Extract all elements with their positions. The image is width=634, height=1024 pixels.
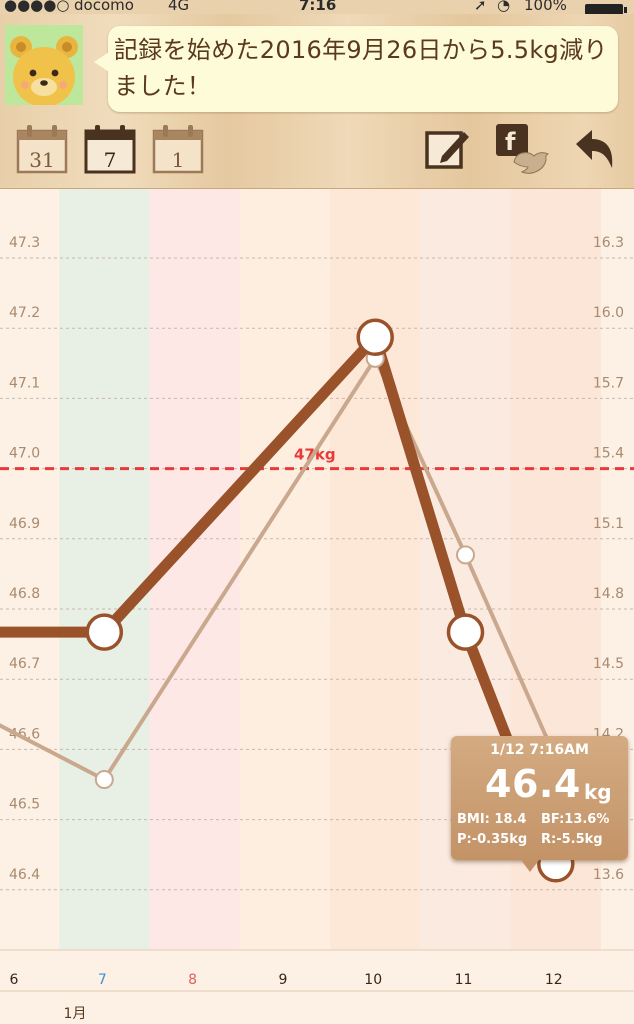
y-tick-right: 15.1 [593, 516, 624, 532]
battery-icon [584, 1, 628, 14]
y-tick-left: 47.2 [9, 305, 40, 321]
week-view-button[interactable]: 7 [84, 124, 136, 174]
tooltip-unit: kg [584, 780, 612, 804]
back-arrow-icon [576, 130, 613, 168]
week-view-label: 7 [103, 148, 117, 172]
day-column-band [0, 189, 60, 950]
tooltip-weight: 46.4 [485, 762, 581, 806]
y-tick-right: 14.5 [593, 656, 624, 672]
battery-percent: 100% [524, 0, 567, 14]
alarm-icon: ◔ [497, 0, 511, 14]
calendar-week-icon [84, 125, 136, 174]
day-column-band [239, 189, 331, 950]
y-tick-left: 47.3 [9, 235, 40, 251]
svg-text:f: f [505, 128, 516, 156]
month-view-label: 31 [29, 148, 55, 172]
y-tick-right: 16.3 [593, 235, 624, 251]
main-series-point[interactable] [356, 318, 394, 357]
share-button[interactable]: f [494, 122, 552, 184]
calendar-day-icon [152, 125, 204, 174]
carrier-name: docomo [74, 0, 134, 14]
bear-avatar-icon[interactable] [5, 25, 83, 105]
x-tick-label: 7 [98, 972, 107, 988]
y-tick-left: 47.1 [9, 375, 40, 391]
tooltip-total-loss: R:-5.5kg [541, 832, 603, 847]
location-arrow-icon: ➚ [474, 0, 487, 14]
y-tick-right: 15.7 [593, 375, 624, 391]
y-tick-right: 16.0 [593, 305, 624, 321]
y-tick-right: 14.8 [593, 586, 624, 602]
tooltip-time: 1/12 7:16AM [490, 742, 589, 758]
tooltip-body-fat: BF:13.6% [541, 812, 610, 827]
edit-button[interactable] [424, 126, 470, 176]
main-series-point[interactable] [446, 613, 485, 651]
tooltip-bmi: BMI: 18.4 [457, 812, 527, 827]
tooltip-change: P:-0.35kg [457, 832, 528, 847]
network-type: 4G [168, 0, 190, 14]
main-series-point[interactable] [85, 613, 124, 651]
message-bubble: 記録を始めた2016年9月26日から5.5kg減りました！ [94, 26, 618, 112]
x-tick-label: 8 [188, 972, 197, 988]
y-tick-left: 46.6 [9, 726, 40, 742]
x-tick-label: 10 [364, 972, 382, 988]
status-bar: ●●●●○ docomo 4G 7:16 ➚ ◔ 100% [0, 0, 634, 14]
month-view-button[interactable]: 31 [16, 124, 68, 174]
day-column-band [330, 189, 421, 950]
facebook-twitter-share-icon: f [496, 124, 549, 174]
y-tick-left: 46.9 [9, 516, 40, 532]
x-tick-label: 9 [278, 972, 287, 988]
calendar-month-icon [16, 125, 68, 174]
secondary-series-point[interactable] [456, 545, 475, 565]
day-view-button[interactable]: 1 [152, 124, 204, 174]
month-label: 1月 [64, 1006, 87, 1022]
day-column-band [59, 189, 150, 950]
secondary-series-point[interactable] [94, 770, 114, 790]
header: 記録を始めた2016年9月26日から5.5kg減りました！ 31 7 1 [0, 14, 634, 189]
status-time: 7:16 [299, 0, 337, 14]
day-view-label: 1 [171, 148, 185, 172]
y-tick-left: 47.0 [9, 446, 40, 462]
reading-tooltip[interactable]: 1/12 7:16AM 46.4 kg BMI: 18.4 BF:13.6% P… [451, 736, 628, 872]
y-tick-right: 15.4 [593, 446, 624, 462]
x-tick-label: 6 [10, 972, 19, 988]
progress-message: 記録を始めた2016年9月26日から5.5kg減りました！ [114, 36, 608, 100]
y-tick-left: 46.4 [9, 867, 40, 883]
weight-chart[interactable]: 47kg 47.347.247.147.046.946.846.746.646.… [0, 189, 634, 1024]
back-button[interactable] [572, 128, 616, 176]
y-tick-left: 46.7 [9, 656, 40, 672]
x-tick-label: 11 [455, 972, 473, 988]
y-tick-left: 46.5 [9, 797, 40, 813]
y-tick-right: 13.6 [593, 867, 624, 883]
signal-strength: ●●●●○ [4, 0, 70, 14]
x-tick-label: 12 [545, 972, 563, 988]
edit-icon [425, 131, 469, 169]
y-tick-left: 46.8 [9, 586, 40, 602]
